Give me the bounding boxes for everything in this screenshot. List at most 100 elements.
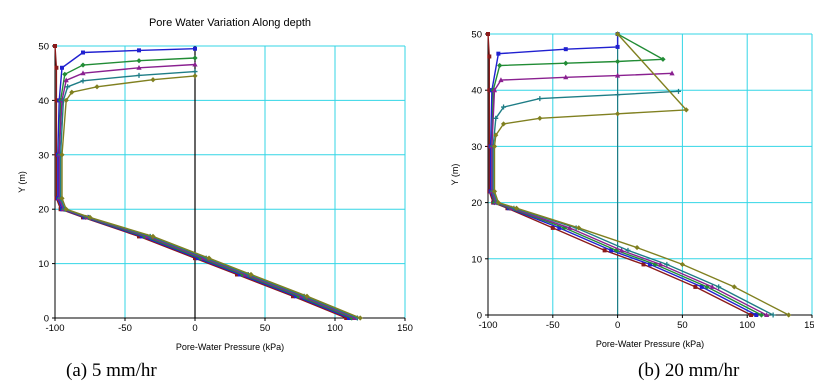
x-tick-label: -100 <box>45 323 64 334</box>
data-point <box>764 312 770 317</box>
data-point <box>731 284 737 290</box>
series-line <box>59 70 358 319</box>
y-tick-label: 50 <box>38 42 49 53</box>
x-tick-label: 50 <box>677 320 688 331</box>
chart-panel-0: -100 -50 0 50 100 150 0 10 20 30 40 50 Pore-Water Pr… <box>17 17 413 352</box>
data-point <box>54 98 59 103</box>
x-tick-label: -50 <box>546 320 560 331</box>
data-point <box>59 195 65 201</box>
series-line <box>493 33 790 316</box>
x-tick-label: 150 <box>804 320 814 331</box>
chart-panel-1: -100 -50 0 50 100 150 0 10 20 30 40 50 Pore-Water Pr… <box>450 30 814 350</box>
data-point <box>493 132 499 138</box>
data-point <box>754 313 759 317</box>
data-point <box>537 96 543 102</box>
data-point <box>657 261 663 267</box>
data-point <box>563 47 568 52</box>
data-point <box>699 284 704 289</box>
data-point <box>248 271 254 278</box>
x-tick-label: -100 <box>478 320 497 331</box>
data-point <box>491 87 498 93</box>
data-point <box>557 225 562 230</box>
data-point <box>749 313 754 317</box>
data-point <box>235 272 239 277</box>
data-point <box>54 65 59 70</box>
y-axis-label: Y (m) <box>450 164 460 186</box>
data-point <box>602 248 607 253</box>
data-point <box>513 205 520 211</box>
data-point <box>576 225 582 231</box>
data-point <box>664 261 670 267</box>
data-point <box>618 247 625 253</box>
data-point <box>563 60 569 66</box>
data-point <box>491 188 498 194</box>
data-point <box>561 225 568 231</box>
series-4 <box>490 88 776 318</box>
y-tick-label: 20 <box>38 205 49 216</box>
x-tick-label: 100 <box>327 323 343 334</box>
data-point <box>615 92 621 98</box>
data-point <box>193 256 197 261</box>
data-point <box>62 71 68 77</box>
x-tick-label: -50 <box>118 323 132 334</box>
data-point <box>80 62 86 68</box>
data-point <box>716 284 722 290</box>
data-point <box>193 46 197 51</box>
data-point <box>237 272 242 277</box>
data-point <box>786 312 792 318</box>
y-tick-label: 0 <box>477 311 482 322</box>
series-line <box>492 90 774 316</box>
y-axis-label: Y (m) <box>17 171 27 193</box>
data-point <box>136 64 142 70</box>
data-point <box>63 97 69 103</box>
y-tick-label: 20 <box>471 198 482 209</box>
y-tick-label: 10 <box>38 259 49 270</box>
series-1 <box>55 46 351 320</box>
data-point <box>296 293 302 299</box>
y-tick-label: 40 <box>38 96 49 107</box>
data-point <box>150 77 156 83</box>
data-point <box>615 31 621 37</box>
chart-title: Pore Water Variation Along depth <box>149 17 311 29</box>
series-line <box>58 63 355 319</box>
series-line <box>491 72 767 316</box>
x-tick-label: 0 <box>615 320 620 331</box>
data-point <box>139 234 144 239</box>
data-point <box>65 84 71 90</box>
data-point <box>704 284 710 290</box>
data-point <box>693 284 698 289</box>
series-2 <box>56 55 355 321</box>
data-point <box>660 56 666 62</box>
series-5 <box>59 73 363 321</box>
data-point <box>486 32 490 36</box>
series-2 <box>489 31 765 318</box>
data-point <box>501 104 507 110</box>
data-point <box>615 44 620 49</box>
y-tick-label: 50 <box>471 30 482 41</box>
series-line <box>489 34 757 316</box>
data-point <box>81 50 85 55</box>
data-point <box>136 58 142 64</box>
data-point <box>87 214 93 220</box>
x-axis-label: Pore-Water Pressure (kPa) <box>176 342 284 352</box>
data-point <box>59 152 65 158</box>
data-point <box>80 70 86 76</box>
series-3 <box>489 70 770 317</box>
series-4 <box>58 69 360 321</box>
data-point <box>500 121 507 127</box>
series-line <box>61 75 361 319</box>
data-point <box>63 206 69 212</box>
data-point <box>137 48 141 53</box>
data-point <box>537 115 543 121</box>
y-tick-label: 0 <box>44 314 49 325</box>
x-tick-label: 150 <box>397 323 413 334</box>
caption-a: (a) 5 mm/hr <box>66 360 157 381</box>
data-point <box>137 234 141 239</box>
x-axis-label: Pore-Water Pressure (kPa) <box>596 339 704 349</box>
x-tick-label: 100 <box>739 320 755 331</box>
data-point <box>567 225 573 230</box>
x-tick-label: 50 <box>260 323 271 334</box>
data-point <box>496 51 501 56</box>
data-point <box>192 61 198 67</box>
data-point <box>195 256 200 261</box>
